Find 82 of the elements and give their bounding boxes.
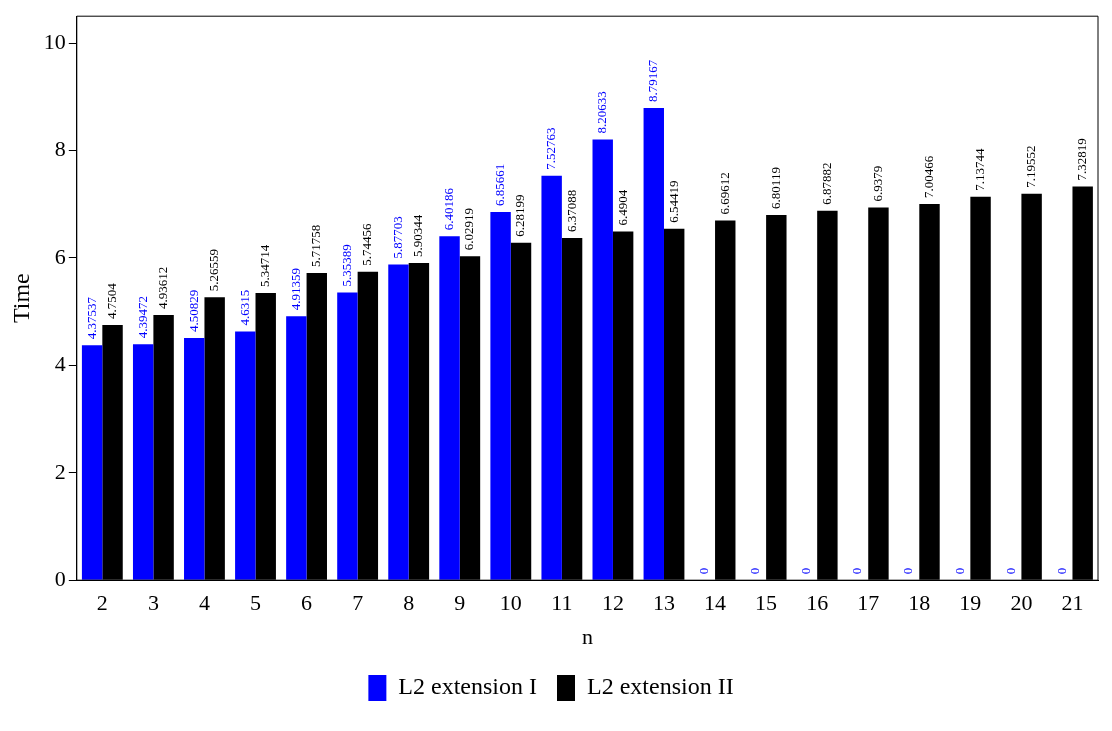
x-tick-label: 15: [755, 590, 778, 616]
x-tick-label: 11: [551, 590, 573, 616]
bar: [439, 236, 460, 580]
data-label: 5.34714: [257, 244, 273, 287]
data-label: 4.93612: [155, 266, 171, 310]
x-tick-label: 9: [454, 590, 466, 616]
data-label: 0: [1002, 567, 1018, 575]
data-label: 4.7504: [103, 282, 119, 320]
y-tick-label: 10: [43, 28, 66, 54]
y-tick-label: 0: [54, 565, 66, 591]
x-tick-label: 7: [352, 590, 364, 616]
data-label: 4.50829: [185, 289, 201, 333]
data-label: 7.19552: [1023, 145, 1039, 188]
data-label: 5.26559: [206, 249, 222, 292]
data-label: 5.90344: [410, 214, 426, 258]
bar: [286, 316, 307, 580]
data-label: 6.02919: [461, 208, 477, 251]
data-label: 0: [900, 567, 916, 575]
data-label: 0: [1053, 567, 1069, 575]
data-label: 6.85661: [492, 163, 508, 206]
bar: [541, 175, 562, 580]
x-axis-title: n: [581, 623, 593, 649]
x-tick-label: 20: [1010, 590, 1033, 616]
data-label: 4.91359: [287, 268, 303, 311]
data-label: 5.71758: [308, 224, 324, 268]
data-label: 6.69612: [716, 172, 732, 215]
y-tick-label: 6: [54, 243, 66, 269]
x-tick-label: 13: [652, 590, 675, 616]
bar: [184, 338, 205, 580]
legend-label: L2 extension II: [587, 673, 734, 700]
data-label: 6.87882: [818, 162, 834, 205]
x-tick-label: 8: [403, 590, 415, 616]
data-label: 6.4904: [614, 189, 630, 226]
bar: [81, 345, 103, 580]
data-label: 6.28199: [512, 194, 528, 237]
data-label: 0: [696, 567, 712, 575]
data-label: 8.20633: [594, 91, 610, 134]
legend-label: L2 extension I: [398, 673, 538, 700]
data-label: 0: [798, 567, 814, 575]
x-tick-label: 3: [147, 590, 159, 616]
data-label: 7.52763: [543, 127, 559, 170]
data-label: 6.80119: [767, 167, 783, 209]
data-label: 6.37088: [563, 189, 579, 232]
x-tick-label: 19: [959, 590, 982, 616]
x-tick-label: 21: [1061, 590, 1084, 616]
y-tick-label: 2: [54, 458, 66, 484]
y-tick-label: 8: [54, 136, 66, 162]
bar: [235, 331, 256, 580]
bar: [490, 211, 511, 580]
x-tick-label: 2: [96, 590, 108, 616]
x-tick-label: 10: [499, 590, 522, 616]
data-label: 6.40186: [440, 187, 456, 231]
x-tick-label: 14: [704, 590, 727, 616]
data-label: 7.32819: [1074, 138, 1090, 181]
data-label: 6.54419: [665, 180, 681, 223]
data-label: 0: [951, 567, 967, 575]
data-label: 5.74456: [359, 222, 375, 266]
bar: [132, 344, 154, 580]
bar: [643, 107, 664, 580]
y-tick-label: 4: [54, 351, 66, 377]
data-label: 4.39472: [134, 295, 150, 339]
data-label: 4.37537: [83, 296, 99, 340]
data-label: 8.79167: [645, 59, 661, 102]
x-tick-label: 18: [908, 590, 931, 616]
x-tick-label: 6: [301, 590, 313, 616]
x-tick-label: 17: [857, 590, 880, 616]
x-tick-label: 12: [601, 590, 624, 616]
data-label: 5.87703: [389, 216, 405, 259]
bar: [592, 139, 613, 580]
data-label: 0: [849, 567, 865, 575]
data-label: 6.9379: [869, 165, 885, 202]
data-label: 7.00466: [920, 155, 936, 198]
bar: [337, 292, 358, 580]
data-label: 4.6315: [236, 289, 252, 326]
x-tick-label: 5: [250, 590, 262, 616]
data-label: 5.35389: [338, 244, 354, 287]
bar: [388, 264, 409, 580]
data-label: 7.13744: [971, 148, 987, 191]
y-axis-title: Time: [7, 273, 34, 324]
x-tick-label: 4: [198, 590, 210, 616]
data-label: 0: [747, 567, 763, 575]
x-tick-label: 16: [806, 590, 829, 616]
